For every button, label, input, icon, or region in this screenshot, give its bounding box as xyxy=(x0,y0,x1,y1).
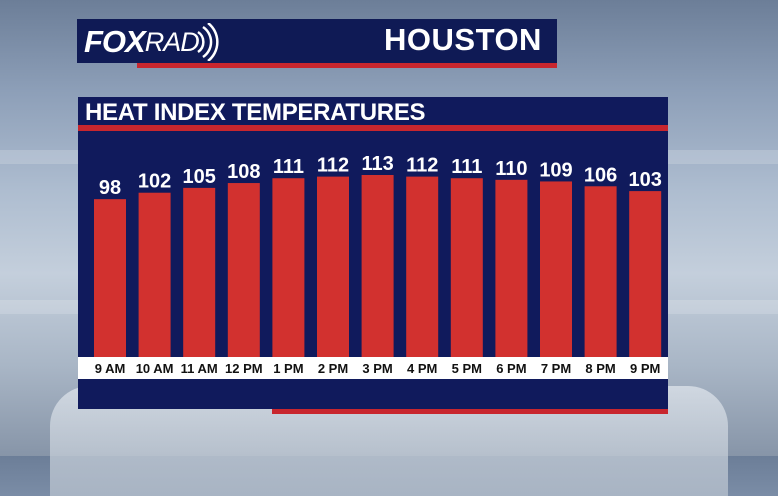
bar-value-label: 111 xyxy=(451,156,482,178)
bar-value-label: 103 xyxy=(629,169,662,191)
bar-value-label: 110 xyxy=(495,158,527,180)
x-axis-tick-label: 9 AM xyxy=(95,361,126,376)
x-axis-tick-label: 8 PM xyxy=(585,361,615,376)
x-axis-tick-label: 2 PM xyxy=(318,361,348,376)
bar-value-label: 108 xyxy=(227,161,260,183)
bar xyxy=(272,178,305,357)
bar xyxy=(227,183,260,357)
x-axis-tick-label: 4 PM xyxy=(407,361,437,376)
bar xyxy=(361,175,394,357)
bar-value-label: 109 xyxy=(539,159,572,181)
bar-value-label: 111 xyxy=(273,156,304,178)
bar-value-label: 112 xyxy=(317,155,349,177)
header-bar xyxy=(77,19,557,63)
bar xyxy=(317,176,349,357)
x-axis-tick-label: 10 AM xyxy=(136,361,174,376)
foxrad-logo: FOX RAD xyxy=(84,23,221,61)
bar-chart: 98 102 105 108 111 112 113 112 111 110 109 106 103 9… xyxy=(78,153,668,379)
bar-value-label: 113 xyxy=(361,153,393,175)
bar xyxy=(406,176,439,357)
bar xyxy=(138,192,171,357)
bar xyxy=(540,181,572,357)
x-axis-tick-label: 11 AM xyxy=(181,361,218,376)
x-axis-tick-label: 3 PM xyxy=(362,361,392,376)
bar xyxy=(629,191,662,357)
bar-value-label: 98 xyxy=(99,177,121,199)
x-axis-label-strip xyxy=(78,357,668,379)
logo-rad-text: RAD xyxy=(144,26,200,57)
chart-title: HEAT INDEX TEMPERATURES xyxy=(85,99,426,126)
header-accent-stripe xyxy=(137,63,557,68)
x-axis-tick-label: 9 PM xyxy=(630,361,660,376)
bar xyxy=(450,178,483,357)
bar xyxy=(183,187,216,357)
bar xyxy=(495,179,528,357)
bar-value-label: 106 xyxy=(584,164,617,186)
panel-bottom-stripe xyxy=(272,409,668,414)
x-axis-tick-label: 7 PM xyxy=(541,361,571,376)
city-title: HOUSTON xyxy=(384,22,542,57)
x-axis-tick-label: 5 PM xyxy=(452,361,482,376)
x-axis-tick-label: 1 PM xyxy=(273,361,303,376)
x-axis-tick-label: 12 PM xyxy=(225,361,263,376)
title-accent-stripe xyxy=(78,125,668,131)
bar-value-label: 105 xyxy=(183,166,216,188)
bar-value-label: 112 xyxy=(406,155,438,177)
bar-value-label: 102 xyxy=(138,171,171,193)
x-axis-tick-label: 6 PM xyxy=(496,361,526,376)
logo-fox-text: FOX xyxy=(84,24,146,59)
bar xyxy=(94,199,126,357)
radar-arcs-icon xyxy=(196,23,219,61)
bar xyxy=(584,186,617,357)
